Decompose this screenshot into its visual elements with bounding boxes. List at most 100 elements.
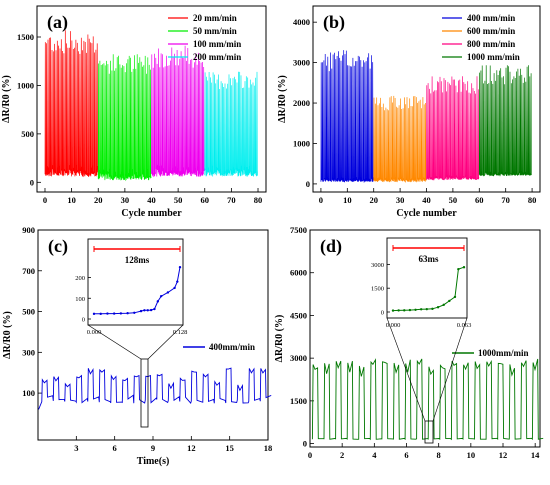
y-tick-label: 100 <box>22 388 35 398</box>
y-tick-label: 0 <box>30 177 34 187</box>
series-line <box>204 71 258 177</box>
connector-line <box>147 324 184 360</box>
y-tick-label: 3000 <box>293 58 310 68</box>
panel-3: 0 2 4 6 8 10 12 14 0 1500 3000 4500 6000 7500 ΔR/R0 (%… <box>274 225 544 460</box>
inset-point <box>106 312 109 315</box>
y-tick-label: 6000 <box>290 268 307 278</box>
zoom-window <box>140 358 149 428</box>
inset-frame <box>87 238 184 326</box>
inset-point <box>159 294 163 298</box>
inset-point <box>414 308 417 311</box>
inset-point <box>126 311 129 315</box>
x-tick-label: 6 <box>404 450 408 460</box>
panel-0: 0 10 20 30 40 50 60 70 80 0 500 1000 1500 ΔR/R0 (%) Cy… <box>1 5 267 219</box>
y-tick-label: 1500 <box>17 32 34 42</box>
inset-y-tick-label: 3000 <box>371 262 384 269</box>
y-tick-label: 500 <box>22 307 35 317</box>
inset-point <box>408 308 412 312</box>
y-tick-label: 300 <box>22 347 35 357</box>
x-tick-label: 60 <box>201 195 210 205</box>
x-tick-label: 6 <box>113 443 117 453</box>
inset-x-tick-label: 0.063 <box>457 322 472 329</box>
inset-point <box>403 309 406 312</box>
y-tick-label: 700 <box>22 266 35 276</box>
inset-point <box>156 300 160 303</box>
x-tick-label: 10 <box>343 195 352 205</box>
x-tick-label: 3 <box>74 443 78 453</box>
panel-label: (c) <box>48 236 68 257</box>
series-line <box>38 367 272 410</box>
inset-point <box>92 312 96 316</box>
inset-point <box>139 309 143 313</box>
x-axis-label: Time(s) <box>137 456 170 467</box>
x-tick-label: 70 <box>227 195 236 205</box>
inset-point <box>453 295 457 299</box>
inset-frame <box>386 237 468 319</box>
legend-label: 800 mm/min <box>467 39 515 49</box>
x-tick-label: 50 <box>174 195 183 205</box>
inset-y-tick-label: 0 <box>381 310 384 317</box>
inset-point <box>149 308 153 312</box>
legend-label: 1000mm/min <box>478 348 529 358</box>
series-line <box>44 30 99 178</box>
panel-label: (a) <box>47 12 68 33</box>
inset-y-tick-label: 100 <box>75 296 85 303</box>
series-line <box>426 76 480 181</box>
inset-point <box>178 265 182 269</box>
series-line <box>478 65 532 177</box>
y-tick-label: 4000 <box>293 17 310 27</box>
x-axis-label: Cycle number <box>121 208 182 219</box>
y-tick-label: 7500 <box>290 225 307 235</box>
y-tick-label: 3000 <box>290 353 307 363</box>
legend-label: 400mm/min <box>209 342 255 352</box>
inset-point <box>397 309 400 312</box>
inset-point <box>153 307 156 311</box>
series-line <box>97 54 152 182</box>
inset-point <box>146 309 149 312</box>
y-tick-label: 1000 <box>17 80 34 90</box>
x-tick-label: 30 <box>121 195 130 205</box>
legend-label: 1000 mm/min <box>467 52 520 62</box>
x-tick-label: 20 <box>94 195 103 205</box>
legend-label: 400 mm/min <box>467 13 515 23</box>
inset-point <box>442 303 445 307</box>
y-axis-label: ΔR/R0 (%) <box>1 75 12 123</box>
inset-point <box>448 299 451 303</box>
x-tick-label: 30 <box>396 195 405 205</box>
x-tick-label: 80 <box>528 195 537 205</box>
zoom-window <box>424 420 434 444</box>
y-tick-label: 4500 <box>290 310 307 320</box>
inset-y-tick-label: 1500 <box>371 286 384 293</box>
series-line <box>151 45 205 178</box>
x-tick-label: 40 <box>147 195 156 205</box>
inset-point <box>133 311 136 314</box>
y-tick-label: 1000 <box>293 138 310 148</box>
x-tick-label: 50 <box>449 195 458 205</box>
connector-line <box>432 317 468 422</box>
y-tick-label: 0 <box>306 179 310 189</box>
x-tick-label: 15 <box>225 443 234 453</box>
plot-frame <box>309 229 541 448</box>
inset-y-tick-label: 0 <box>82 317 85 324</box>
series-line <box>311 358 544 441</box>
inset-point <box>431 307 434 311</box>
inset-x-tick-label: 0.000 <box>87 329 102 336</box>
y-tick-label: 1500 <box>290 396 307 406</box>
series-line <box>373 95 427 183</box>
inset-point <box>119 312 123 315</box>
legend-label: 200 mm/min <box>193 52 241 62</box>
connector-line <box>386 317 426 422</box>
x-tick-label: 80 <box>254 195 263 205</box>
legend-label: 100 mm/min <box>193 39 241 49</box>
inset-duration-label: 63ms <box>419 254 439 264</box>
inset-point <box>166 291 170 294</box>
x-tick-label: 60 <box>475 195 484 205</box>
x-tick-label: 9 <box>151 443 155 453</box>
inset-x-tick-label: 0.000 <box>386 322 401 329</box>
y-axis-label: ΔR/R0 (%) <box>2 311 13 359</box>
inset-point <box>391 309 395 312</box>
y-tick-label: 0 <box>303 439 307 449</box>
legend-label: 600 mm/min <box>467 26 515 36</box>
inset-point <box>425 307 429 311</box>
